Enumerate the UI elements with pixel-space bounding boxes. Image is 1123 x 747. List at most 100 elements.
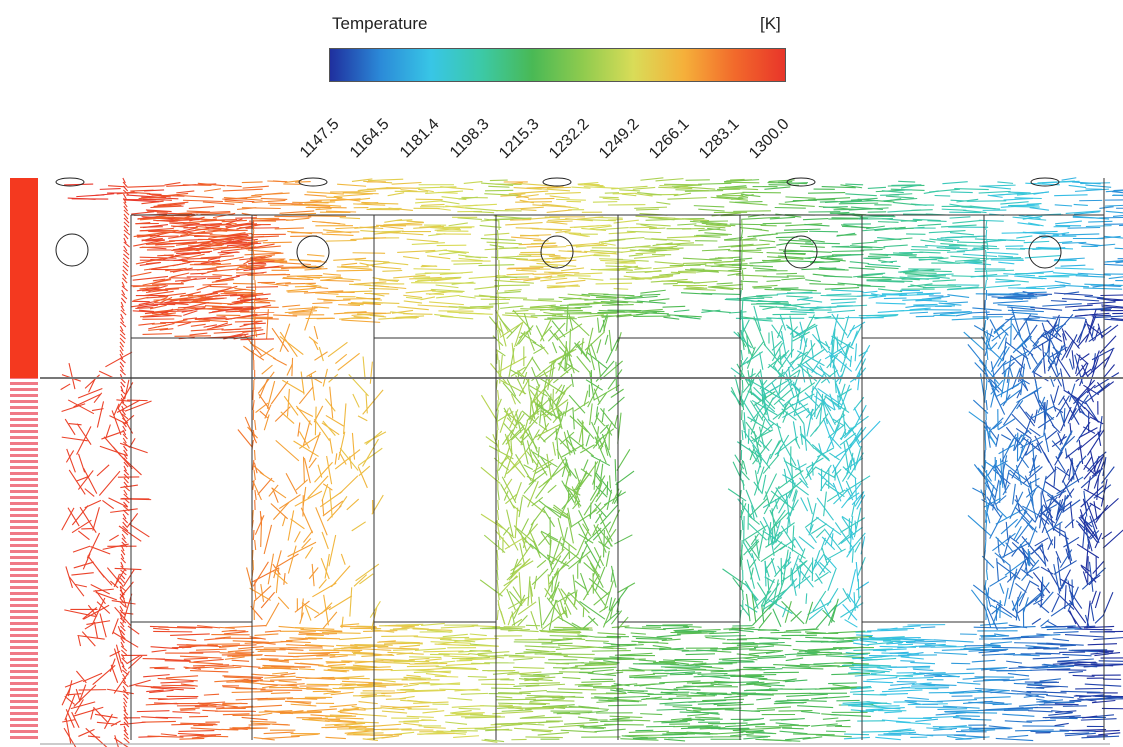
velocity-vector: [1068, 358, 1074, 370]
velocity-vector: [546, 691, 583, 694]
velocity-vector: [279, 494, 301, 510]
velocity-vector: [60, 383, 71, 391]
velocity-vector: [357, 313, 385, 317]
velocity-vector: [539, 317, 553, 342]
velocity-vector: [377, 640, 396, 643]
velocity-vector: [1067, 226, 1101, 229]
velocity-vector: [273, 550, 282, 579]
velocity-vector: [998, 261, 1015, 265]
velocity-vector: [119, 353, 124, 360]
velocity-vector: [741, 216, 780, 220]
velocity-vector: [349, 303, 364, 306]
velocity-vector: [290, 733, 319, 737]
velocity-vector: [352, 393, 360, 408]
velocity-vector: [794, 407, 809, 416]
velocity-vector: [752, 438, 773, 465]
velocity-vector: [1085, 184, 1112, 188]
velocity-vector: [399, 641, 423, 645]
velocity-vector: [599, 606, 609, 613]
velocity-vector: [336, 266, 372, 270]
velocity-vector: [780, 525, 796, 549]
velocity-vector: [496, 319, 499, 331]
velocity-vector: [845, 475, 871, 492]
velocity-vector: [1041, 343, 1046, 374]
velocity-vector: [890, 637, 919, 641]
velocity-vector: [613, 288, 629, 290]
velocity-vector: [419, 731, 445, 735]
velocity-vector: [440, 625, 475, 629]
velocity-vector: [836, 640, 854, 644]
velocity-vector: [1061, 328, 1067, 341]
velocity-vector: [983, 449, 986, 461]
velocity-vector: [985, 509, 987, 521]
velocity-vector: [114, 567, 142, 571]
velocity-vector: [1001, 434, 1017, 463]
velocity-vector: [1011, 205, 1040, 208]
velocity-vector: [815, 529, 825, 539]
velocity-vector: [736, 363, 750, 386]
velocity-vector: [675, 189, 709, 192]
velocity-vector: [189, 661, 224, 665]
velocity-vector: [841, 224, 866, 229]
velocity-vector: [698, 182, 732, 185]
velocity-vector: [834, 414, 846, 424]
velocity-vector: [593, 657, 622, 661]
velocity-vector: [772, 354, 781, 369]
velocity-vector: [234, 320, 263, 323]
velocity-vector: [193, 658, 224, 663]
velocity-vector: [1033, 361, 1043, 374]
velocity-vector: [619, 265, 639, 270]
velocity-vector: [531, 568, 549, 586]
velocity-vector: [673, 688, 701, 691]
velocity-vector: [581, 293, 617, 298]
velocity-vector: [581, 218, 616, 222]
velocity-vector: [224, 656, 245, 660]
velocity-vector: [82, 672, 103, 682]
velocity-vector: [1069, 590, 1083, 609]
velocity-vector: [578, 509, 590, 531]
velocity-vector: [418, 683, 461, 685]
velocity-vector: [571, 186, 591, 189]
velocity-vector: [413, 225, 444, 229]
velocity-vector: [252, 529, 255, 541]
velocity-vector: [783, 561, 792, 570]
velocity-vector: [155, 716, 183, 719]
velocity-vector: [855, 561, 859, 582]
velocity-vector: [1090, 574, 1101, 582]
velocity-vector: [139, 312, 176, 318]
velocity-vector: [1065, 210, 1101, 214]
velocity-vector: [585, 434, 591, 447]
velocity-vector: [951, 317, 990, 321]
velocity-vector: [489, 244, 505, 248]
velocity-vector: [353, 644, 389, 648]
velocity-vector: [259, 510, 263, 526]
velocity-vector: [589, 562, 604, 588]
velocity-vector: [264, 630, 281, 633]
velocity-vector: [866, 701, 892, 705]
velocity-vector: [689, 220, 728, 225]
velocity-vector: [318, 346, 324, 362]
velocity-vector: [778, 487, 794, 514]
velocity-vector: [942, 301, 968, 305]
velocity-vector: [1003, 678, 1030, 682]
velocity-vector: [842, 603, 858, 621]
velocity-vector: [962, 736, 990, 740]
velocity-vector: [507, 671, 542, 676]
velocity-vector: [1028, 580, 1040, 587]
velocity-vector: [279, 262, 311, 266]
velocity-vector: [702, 269, 742, 273]
velocity-vector: [1000, 368, 1007, 398]
velocity-vector: [562, 637, 586, 641]
velocity-vector: [1090, 350, 1100, 372]
velocity-vector: [722, 568, 749, 588]
velocity-vector: [68, 576, 85, 597]
velocity-vector: [352, 669, 393, 671]
velocity-vector: [1068, 184, 1087, 189]
velocity-vector: [530, 586, 534, 597]
velocity-vector: [549, 629, 581, 632]
velocity-vector: [950, 199, 969, 202]
velocity-vector: [467, 675, 487, 678]
velocity-vector: [1023, 319, 1050, 322]
velocity-vector: [499, 408, 509, 433]
velocity-vector: [123, 245, 128, 252]
